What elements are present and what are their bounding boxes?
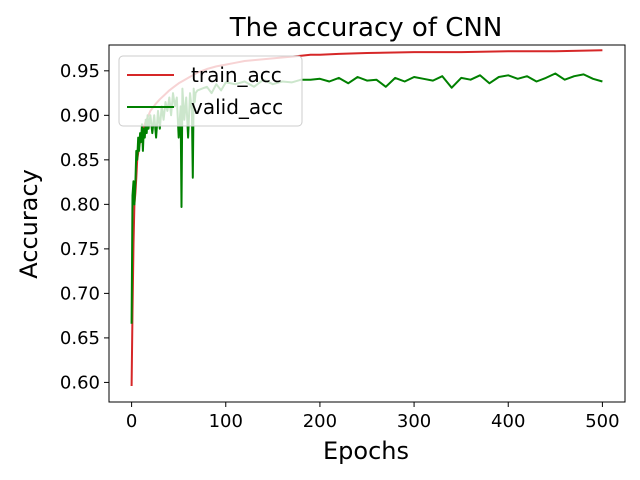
y-tick-label: 0.95: [60, 61, 100, 82]
x-tick-label: 0: [126, 411, 137, 432]
y-tick-label: 0.65: [60, 328, 100, 349]
y-tick-label: 0.60: [60, 372, 100, 393]
y-tick-label: 0.85: [60, 150, 100, 171]
y-tick-label: 0.90: [60, 105, 100, 126]
legend-label-valid_acc: valid_acc: [191, 95, 283, 119]
chart-title: The accuracy of CNN: [229, 13, 503, 43]
legend-label-train_acc: train_acc: [191, 63, 282, 87]
x-tick-label: 400: [491, 411, 525, 432]
y-tick-label: 0.75: [60, 239, 100, 260]
x-axis-ticks: 0 100 200 300 400 500: [126, 402, 620, 432]
x-tick-label: 200: [303, 411, 337, 432]
x-tick-label: 500: [585, 411, 619, 432]
legend: train_acc valid_acc: [118, 55, 303, 127]
y-axis-ticks: 0.60 0.65 0.70 0.75 0.80 0.85 0.90 0.95: [60, 61, 109, 393]
plot-frame: [108, 44, 626, 403]
legend-box: [118, 55, 303, 127]
y-tick-label: 0.80: [60, 194, 100, 215]
y-tick-label: 0.70: [60, 283, 100, 304]
x-tick-label: 300: [397, 411, 431, 432]
x-axis-label: Epochs: [323, 437, 409, 465]
x-tick-label: 100: [209, 411, 243, 432]
y-axis-label: Accuracy: [15, 169, 43, 279]
